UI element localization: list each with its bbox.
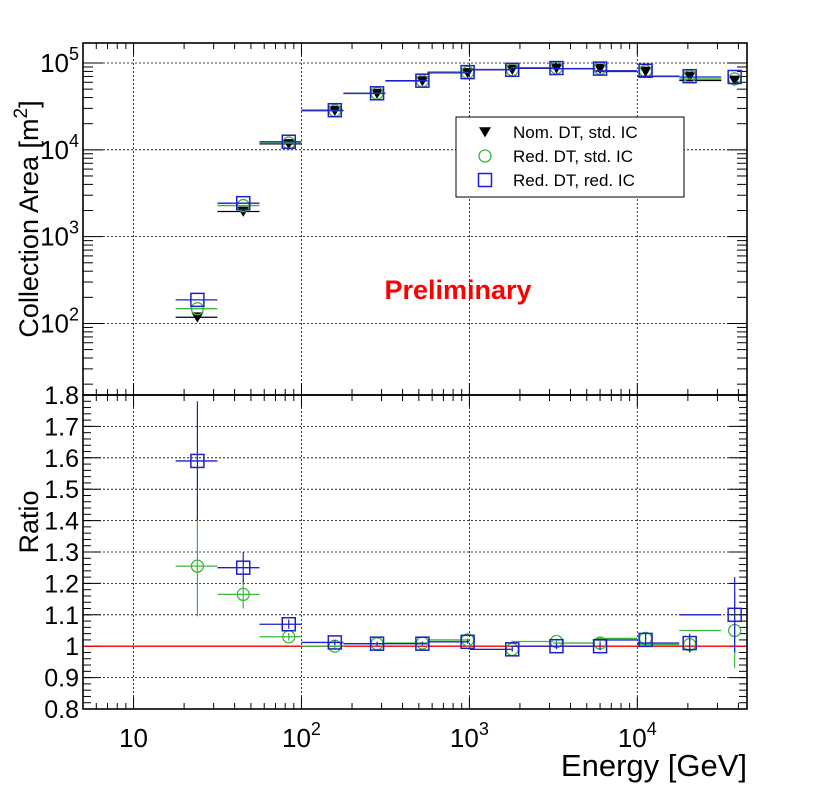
ratio-point-open-square [638,632,653,648]
top-y-tick-label: 103 [40,218,79,252]
bottom-y-tick-label: 1.6 [44,445,79,473]
bottom-y-axis-title: Ratio [14,490,44,553]
top-point-open-circle [190,302,205,316]
bottom-y-tick-label: 1.1 [44,602,79,630]
bottom-y-tick-label: 1.7 [44,413,79,441]
legend-marker-open-circle [478,149,492,163]
top-grid [83,43,747,395]
bottom-y-tick-label: 1.8 [44,382,79,410]
ratio-point-open-square [460,634,475,650]
top-data-marks [175,60,742,323]
ratio-point-open-square [682,635,697,651]
bottom-x-tick-label: 102 [282,719,321,753]
ratio-point-open-square [281,616,297,632]
bottom-x-tick-labels: 10 102 103 104 [119,719,657,753]
top-point-open-square [235,195,251,211]
top-point-filled-triangle-down [639,66,652,77]
top-point-open-square [327,102,343,118]
ratio-point-open-square [327,635,343,650]
bottom-y-tick-label: 1.3 [44,539,79,567]
ratio-point-open-square [369,636,385,651]
top-y-tick-labels: 102 103 104 105 [40,44,79,338]
ratio-point-open-square [505,642,520,657]
top-point-open-square [727,69,742,85]
ratio-point-open-square [190,453,205,469]
legend: Nom. DT, std. IC Red. DT, std. IC Red. DT,… [455,116,685,198]
ratio-point-open-square [727,607,742,623]
top-point-filled-triangle-down [728,75,741,86]
top-point-open-square [190,292,205,308]
bottom-y-tick-labels: 0.8 0.9 1 1.1 1.2 1.3 1.4 1.5 1.6 1.7 1.8 [44,382,79,724]
top-point-open-square [638,63,653,78]
legend-label: Nom. DT, std. IC [513,123,638,142]
legend-marker-filled-triangle-down [479,127,491,138]
ratio-point-open-square [235,560,251,575]
bottom-y-tick-label: 0.9 [44,665,79,693]
legend-label: Red. DT, red. IC [513,171,635,190]
top-ticks [82,43,747,395]
top-y-axis-title: Collection Area [m2] [11,100,44,337]
bottom-x-tick-label: 103 [450,719,489,753]
bottom-plot-frame [82,394,748,710]
bottom-y-tick-label: 1.4 [44,508,79,536]
bottom-grid [83,395,747,709]
top-plot-frame [82,42,748,396]
legend-box [455,116,685,198]
top-point-filled-triangle-down [191,312,204,323]
top-point-open-square [682,68,697,84]
preliminary-annotation: Preliminary [384,275,531,305]
bottom-y-tick-label: 1.5 [44,476,79,504]
bottom-x-tick-label: 104 [618,719,657,753]
top-point-open-square [505,62,520,78]
bottom-y-tick-label: 0.8 [44,696,79,724]
top-y-tick-label: 102 [40,304,79,338]
legend-marker-open-square [477,172,493,188]
bottom-data-marks [83,401,747,669]
bottom-y-tick-label: 1.2 [44,570,79,598]
legend-label: Red. DT, std. IC [513,147,633,166]
top-y-tick-label: 105 [40,44,79,78]
top-point-open-square [281,134,297,149]
bottom-x-tick-label: 10 [119,723,148,753]
ratio-point-open-circle [190,559,205,573]
x-axis-title: Energy [GeV] [561,748,747,783]
top-y-tick-label: 104 [40,131,79,165]
top-point-open-square [369,86,385,101]
top-point-open-square [415,73,430,88]
top-point-filled-triangle-down [594,63,607,75]
top-point-open-square [592,61,608,76]
ratio-point-open-circle [236,587,250,602]
top-point-open-square [460,64,475,80]
top-point-filled-triangle-down [461,68,474,79]
ratio-point-open-square [415,636,430,651]
bottom-y-tick-label: 1 [65,633,79,661]
